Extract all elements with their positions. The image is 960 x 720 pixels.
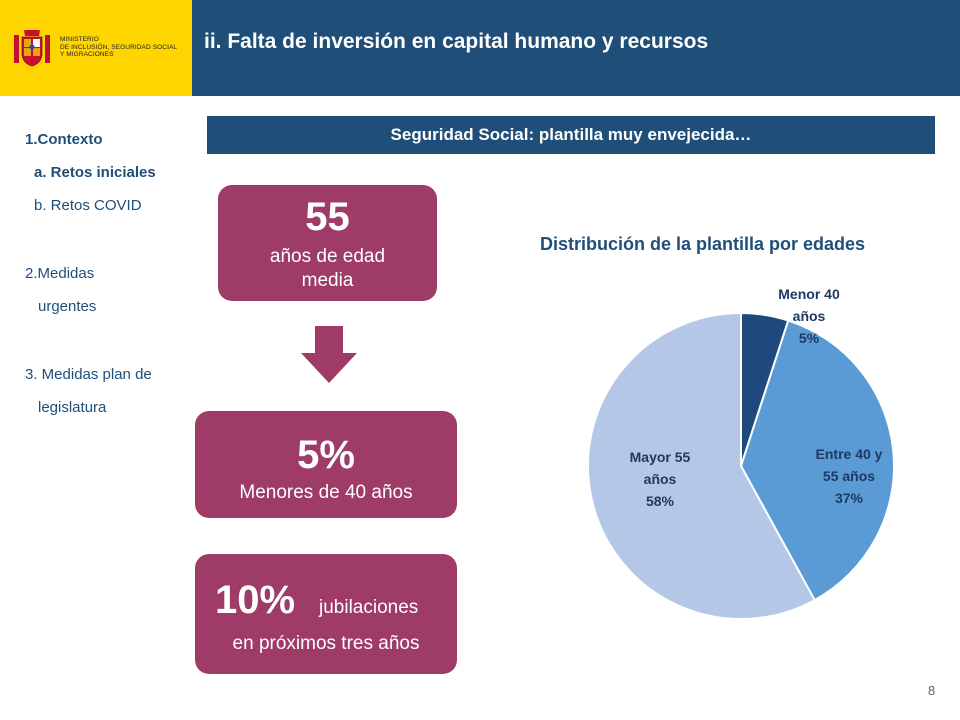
coat-of-arms-icon [14,30,50,67]
ministry-name: MINISTERIO DE INCLUSIÓN, SEGURIDAD SOCIA… [60,36,178,58]
pie-slice-2 [587,311,817,620]
stat-box-age: 55 años de edad media [218,185,437,301]
page-title: ii. Falta de inversión en capital humano… [204,30,709,53]
stat-age-value: 55 [305,195,350,239]
page-number: 8 [928,683,936,698]
nav-item-legislatura[interactable]: legislatura [38,399,107,416]
nav-item-contexto[interactable]: 1.Contexto [25,131,103,148]
stat-under40-value: 5% [297,433,355,477]
pie-slice-label-2: Mayor 55 años 58% [630,449,691,509]
pie-slice-label-0: Menor 40 años 5% [778,286,840,346]
nav-item-medidas-urgentes[interactable]: 2.Medidas [25,265,95,282]
pie-slice-1 [739,319,895,602]
stat-under40-label: Menores de 40 años [239,482,413,503]
stat-age-line2: media [301,270,354,291]
stat-retire-label-a: jubilaciones [319,597,419,618]
section-banner: Seguridad Social: plantilla muy envejeci… [207,116,935,154]
age-distribution-pie-chart: Menor 40 años 5% Entre 40 y 55 años 37% Mayor … [587,286,895,620]
logo-panel: MINISTERIO DE INCLUSIÓN, SEGURIDAD SOCIA… [0,0,192,96]
pie-slice-label-1: Entre 40 y 55 años 37% [816,446,883,506]
header-bar [192,0,960,96]
nav-item-medidas-urgentes-cont[interactable]: urgentes [38,298,97,315]
stat-age-line1: años de edad [269,246,386,267]
stat-retire-label-b: en próximos tres años [232,633,420,654]
nav-item-retos-covid[interactable]: b. Retos COVID [34,197,142,214]
stat-retire-value: 10% [215,578,296,622]
stat-box-under40: 5% Menores de 40 años [195,411,457,518]
nav-item-retos-iniciales[interactable]: a. Retos iniciales [34,164,156,181]
nav-item-medidas-plan[interactable]: 3. Medidas plan de [25,366,152,383]
chart-title: Distribución de la plantilla por edades [540,234,866,254]
stat-box-retirements: 10% jubilaciones en próximos tres años [195,554,457,674]
down-arrow-icon [301,326,357,383]
